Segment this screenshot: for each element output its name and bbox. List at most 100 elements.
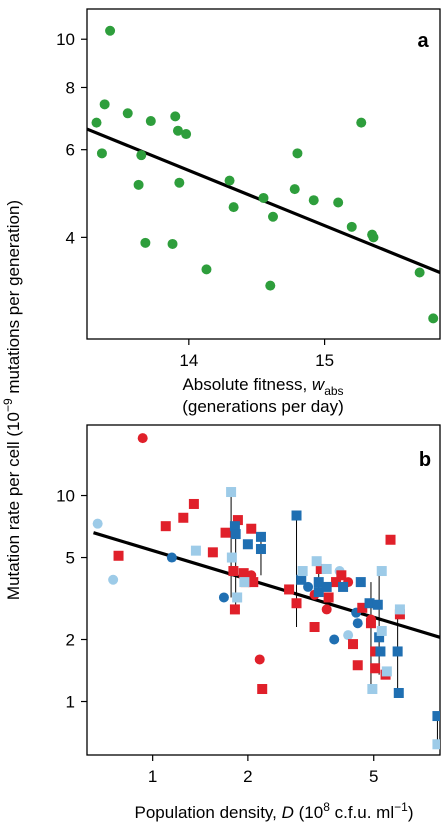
panel-b-data-square [232, 592, 243, 603]
panel-b-data-square [432, 739, 440, 750]
panel-b-data-square [239, 577, 250, 588]
panel-b-data-square [381, 666, 392, 677]
panel-a-y-tick-label: 10 [56, 30, 75, 49]
panel-b-data-square [323, 592, 334, 603]
panel-b-data-point [329, 634, 340, 645]
panel-b-data-square [376, 625, 387, 636]
panel-b-plot: 1 2 5 1 2 5 10 [56, 433, 440, 786]
panel-b-data-square [230, 529, 241, 540]
panel-a-data-point [91, 117, 102, 128]
panel-b-data-square [226, 552, 237, 563]
panel-b-data-square [291, 598, 302, 609]
panel-a-data-point [228, 202, 239, 213]
panel-b-data-point [254, 654, 265, 665]
panel-b-data-square [242, 539, 253, 550]
panel-b-data-square [229, 521, 240, 532]
panel-b-data-square [367, 684, 378, 695]
panel-b-frame [86, 424, 441, 756]
panel-b-data-square [291, 510, 302, 521]
panel-b-x-axis-title-unit-sup2: −1 [394, 800, 408, 814]
panel-a-x-tick-label: 14 [179, 351, 198, 370]
panel-b-marks [92, 433, 440, 750]
panel-a-data-point [414, 267, 425, 278]
panel-b-data-square [232, 515, 243, 526]
panel-a-data-point [308, 195, 319, 206]
panel-b-x-tick-label: 5 [369, 767, 378, 786]
panel-b-data-point [108, 574, 119, 585]
panel-b-data-square [348, 639, 359, 650]
panel-b-data-point [218, 592, 229, 603]
panel-b-data-square [374, 632, 385, 643]
panel-a-data-point [268, 211, 279, 222]
panel-a-data-point [145, 116, 156, 127]
panel-b-x-tick-label: 1 [148, 767, 157, 786]
panel-b-x-tick-label: 2 [243, 767, 252, 786]
panel-b-data-square [365, 618, 376, 629]
panel-b-x-axis-title-unit-sup1: 8 [323, 800, 330, 814]
panel-b-data-square [309, 622, 320, 633]
panel-b-data-square [296, 574, 307, 585]
panel-b-data-point [343, 630, 354, 641]
panel-b-data-square [385, 534, 396, 545]
panel-a-data-point [170, 111, 181, 122]
panel-a-y-tick-label: 8 [66, 78, 75, 97]
shared-y-axis-title-suffix: mutations per generation) [4, 200, 23, 398]
panel-b-data-square [311, 556, 322, 567]
panel-b-data-square [338, 581, 349, 592]
panel-a-data-point [96, 148, 107, 159]
panel-a-data-point [167, 238, 178, 249]
panel-b-y-tick-label: 1 [66, 693, 75, 712]
panel-b-data-square [228, 566, 239, 577]
panel-b-data-square [393, 687, 404, 698]
panel-b-data-square [370, 646, 381, 657]
panel-a-label: a [417, 30, 429, 52]
panel-a-data-point [174, 177, 185, 188]
panel-b-data-square [226, 487, 237, 498]
panel-b-data-square [160, 521, 171, 532]
panel-a-y-tick-label: 6 [66, 141, 75, 160]
panel-a-data-point [356, 117, 367, 128]
panel-b-data-square [207, 547, 218, 558]
panel-a-data-point [265, 280, 276, 291]
shared-y-axis-title-sup: −9 [1, 398, 15, 412]
panel-a-data-point [181, 129, 192, 140]
panel-b-data-square [178, 512, 189, 523]
panel-a-data-point [258, 192, 269, 203]
panel-b-x-axis-title-unit-a: (10 [294, 803, 323, 822]
panel-b-data-square [297, 566, 308, 577]
panel-b-y-tick-label: 10 [56, 487, 75, 506]
panel-b-data-square [188, 498, 199, 509]
panel-a-data-point [292, 148, 303, 159]
panel-a-x-axis-title-main: Absolute fitness, [182, 375, 311, 394]
panel-b-y-tick-label: 5 [66, 549, 75, 568]
panel-b-data-point [166, 552, 177, 563]
panel-a-data-point [346, 221, 357, 232]
panel-a-y-tick-label: 4 [66, 228, 75, 247]
panel-b-data-point [137, 433, 148, 444]
panel-a-frame [86, 8, 441, 340]
panel-a-data-point [201, 264, 212, 275]
panel-a-data-point [368, 232, 379, 243]
panel-b-data-square [284, 584, 295, 595]
panel-b-data-square [315, 563, 326, 574]
panel-b-data-square [248, 577, 259, 588]
panel-b-data-square [255, 531, 266, 542]
panel-a-data-point [105, 25, 116, 36]
panel-b-data-square [321, 563, 332, 574]
panel-a-marks [87, 25, 440, 324]
shared-y-axis-title-prefix: Mutation rate per cell (10 [4, 412, 23, 600]
panel-a-data-point [133, 179, 144, 190]
panel-b-data-point [352, 618, 363, 629]
panel-b-data-square [321, 581, 332, 592]
panel-b-data-square [364, 598, 375, 609]
panel-a-data-point [428, 313, 439, 324]
panel-b-data-square [257, 684, 268, 695]
panel-b-x-axis-title: Population density, D (108 c.f.u. ml−1) [135, 800, 414, 822]
panel-b-data-square [113, 550, 124, 561]
panel-b-y-tick-label: 2 [66, 631, 75, 650]
panel-b-data-square [190, 545, 201, 556]
shared-y-axis-title: Mutation rate per cell (10−9 mutations p… [1, 200, 23, 600]
panel-b-data-square [313, 577, 324, 588]
panel-b-data-square [331, 577, 342, 588]
